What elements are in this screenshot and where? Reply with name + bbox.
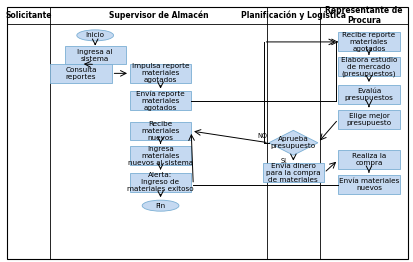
FancyBboxPatch shape (130, 91, 191, 110)
Text: Envía dinero
para la compra
de materiales: Envía dinero para la compra de materiale… (266, 163, 320, 183)
Text: Elige mejor
presupuesto: Elige mejor presupuesto (347, 113, 392, 126)
FancyBboxPatch shape (130, 122, 191, 140)
FancyBboxPatch shape (338, 32, 400, 51)
Text: Ingresa al
sistema: Ingresa al sistema (78, 48, 113, 62)
Text: Alerta:
Ingreso de
materiales exitoso: Alerta: Ingreso de materiales exitoso (127, 172, 194, 192)
Text: Supervisor de Almacén: Supervisor de Almacén (109, 10, 208, 20)
Text: Consulta
reportes: Consulta reportes (65, 67, 97, 80)
FancyBboxPatch shape (338, 85, 400, 104)
Text: Envía reporte
materiales
agotados: Envía reporte materiales agotados (136, 91, 185, 111)
Text: Recibe reporte
materiales
agotados: Recibe reporte materiales agotados (342, 32, 396, 52)
Ellipse shape (142, 200, 179, 211)
Text: SI: SI (280, 158, 286, 164)
Text: Ingresa
materiales
nuevos al sistema: Ingresa materiales nuevos al sistema (128, 146, 193, 166)
Text: Solicitante: Solicitante (5, 11, 52, 20)
Text: Envía materiales
nuevos: Envía materiales nuevos (339, 178, 399, 191)
FancyBboxPatch shape (50, 64, 112, 83)
FancyBboxPatch shape (263, 163, 324, 182)
FancyBboxPatch shape (338, 175, 400, 194)
Text: Impulsa reporte
materiales
agotados: Impulsa reporte materiales agotados (132, 63, 189, 83)
Text: Elabora estudio
de mercado
(presupuestos): Elabora estudio de mercado (presupuestos… (341, 57, 397, 77)
Text: Planificación y Logística: Planificación y Logística (241, 10, 346, 20)
Text: Fin: Fin (156, 203, 166, 209)
FancyBboxPatch shape (64, 46, 126, 64)
Text: Realiza la
compra: Realiza la compra (352, 153, 386, 166)
FancyBboxPatch shape (338, 57, 400, 76)
Text: Aprueba
presupuesto: Aprueba presupuesto (271, 136, 316, 149)
Text: Recibe
materiales
nuevos: Recibe materiales nuevos (141, 121, 180, 141)
Text: Evalúa
presupuestos: Evalúa presupuestos (344, 88, 394, 101)
Polygon shape (269, 130, 318, 155)
FancyBboxPatch shape (130, 173, 191, 192)
Ellipse shape (77, 30, 114, 41)
FancyBboxPatch shape (130, 146, 191, 165)
Text: NO: NO (258, 133, 268, 139)
FancyBboxPatch shape (338, 110, 400, 129)
FancyBboxPatch shape (338, 150, 400, 169)
Text: Inicio: Inicio (85, 32, 104, 38)
FancyBboxPatch shape (130, 64, 191, 83)
Text: Representante de
Procura: Representante de Procura (325, 6, 403, 25)
